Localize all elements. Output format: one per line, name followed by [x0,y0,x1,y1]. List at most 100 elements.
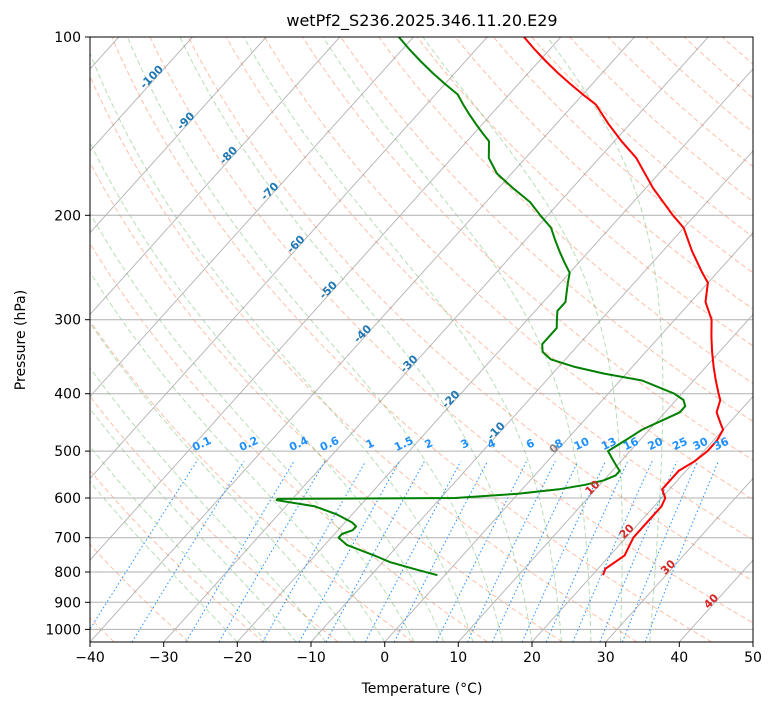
moist-adiabat-line [90,141,445,642]
isotherm-label: -30 [397,352,420,375]
x-tick-label: −20 [223,650,253,666]
moist-adiabat-line [90,212,415,642]
dry-adiabat-line [645,37,753,133]
dry-adiabat-line [90,161,563,642]
moist-adiabat-line [126,37,503,642]
dry-adiabat-line [416,37,753,347]
moist-adiabat-line [90,51,474,642]
mixing-ratio-label: 36 [712,435,732,453]
mixing-ratio-lines [90,460,719,642]
y-tick-label: 100 [54,30,81,46]
temperature-profile-line [523,37,725,576]
x-tick-label: −40 [75,650,105,666]
mixing-ratio-label: 20 [646,435,666,453]
moist-adiabats [90,37,664,642]
y-axis-label: Pressure (hPa) [13,290,29,390]
moist-adiabat-line [90,481,238,642]
isotherm-line [236,68,753,642]
dry-adiabat-line [683,37,753,99]
y-tick-label: 400 [54,387,81,403]
mixing-ratio-line [298,460,401,642]
mixing-ratio-label: 13 [599,435,618,453]
y-tick-label: 800 [54,565,81,581]
mixing-ratio-label: 16 [621,435,641,453]
isotherm-line [678,559,753,642]
dry-adiabat-line [340,37,753,423]
isotherm-line [90,37,562,561]
y-tick-label: 500 [54,444,81,460]
dry-adiabat-line [264,37,753,501]
dry-adiabat-line [531,37,753,238]
mixing-ratio-line [491,460,579,642]
isotherm-label: 40 [701,591,721,611]
moist-adiabat-line [90,445,268,642]
isotherm-line [90,37,635,642]
mixing-ratio-line [393,460,489,642]
x-tick-label: 50 [744,650,762,666]
isotherm-label: -60 [284,232,307,255]
mixing-ratio-line [599,460,678,642]
y-tick-label: 600 [54,491,81,507]
moist-adiabat-line [179,37,533,642]
chart-title: wetPf2_S236.2025.346.11.20.E29 [286,11,557,31]
mixing-ratio-label: 3 [459,436,471,451]
axes: −40 −30 −20 −10 0 10 20 30 40 50 100 200 300 400 500 60… [45,30,762,666]
mixing-ratio-label: 25 [670,435,689,453]
mixing-ratio-line [325,460,425,642]
pressure-gridlines [90,37,753,630]
isotherm-label: -70 [258,180,281,203]
isotherm-line [752,641,753,642]
sounding-series [275,37,725,577]
isotherm-line [90,37,488,480]
mixing-ratio-line [644,460,719,642]
dry-adiabat-line [761,37,775,642]
isotherm-line [531,395,753,642]
y-tick-label: 300 [54,313,81,329]
dry-adiabat-line [225,37,753,541]
isotherm-label: -100 [137,63,166,92]
dry-adiabat-line [90,320,414,642]
dry-adiabat-line [454,37,753,310]
mixing-ratio-line [131,460,245,642]
dry-adiabat-line [90,469,264,642]
x-tick-label: 20 [523,650,541,666]
mixing-ratio-line [90,460,198,630]
dry-adiabat-line [187,37,753,582]
isotherm-line [90,37,414,398]
mixing-ratio-label: 2 [423,436,435,451]
y-tick-label: 700 [54,531,81,547]
isotherms [90,37,753,642]
moist-adiabat-line [243,37,562,642]
mixing-ratio-label: 30 [691,435,711,453]
plot-frame [89,36,754,643]
x-axis-label: Temperature (°C) [361,681,483,697]
isotherm-line [605,477,753,642]
x-tick-label: 40 [670,650,688,666]
mixing-ratio-line [262,460,367,642]
dry-adiabat-line [378,37,753,385]
isotherm-line [457,313,753,642]
isotherm-line [163,37,709,642]
isotherm-label: 30 [658,557,678,577]
mixing-ratio-line [521,460,606,642]
isotherm-line [90,37,193,152]
mixing-ratio-line [435,460,528,642]
moist-adiabat-line [546,37,664,642]
moist-adiabat-line [90,367,327,642]
isotherm-label: -40 [351,322,374,345]
dry-adiabat-line [90,75,638,642]
mixing-ratio-line [185,460,295,642]
moist-adiabat-line [422,37,623,642]
isotherm-line [90,37,341,316]
isotherm-label: -50 [317,278,340,301]
moist-adiabat-line [90,271,386,642]
x-tick-label: −10 [296,650,326,666]
isotherm-label: -20 [439,388,462,411]
mixing-ratio-line [545,460,629,642]
mixing-ratio-line [218,460,326,642]
x-tick-label: 10 [449,650,467,666]
mixing-ratio-label: 10 [572,435,592,453]
isotherm-label: -80 [217,144,240,167]
x-tick-label: −30 [149,650,179,666]
